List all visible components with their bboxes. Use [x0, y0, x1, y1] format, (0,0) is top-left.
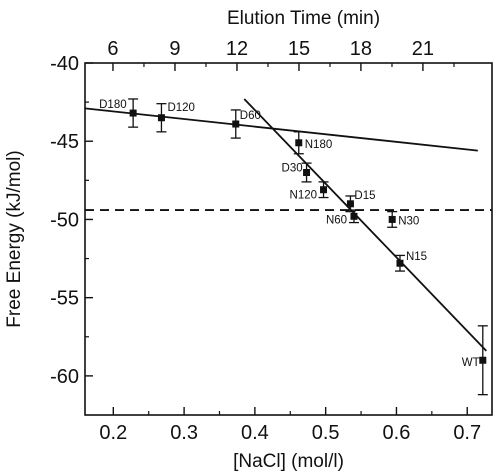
point-label: N60 — [326, 214, 347, 226]
fit-line — [84, 107, 478, 152]
x-tick-label: 0.5 — [312, 422, 340, 444]
y-tick-label: -60 — [50, 366, 79, 388]
plot-area — [84, 62, 493, 416]
data-point — [295, 139, 303, 147]
point-label: D120 — [167, 102, 195, 114]
x-tick-label: 0.4 — [241, 422, 269, 444]
top-tick-label: 18 — [350, 38, 372, 60]
top-tick-label: 21 — [412, 38, 434, 60]
y-tick-label: -55 — [50, 288, 79, 310]
y-tick-label: -50 — [50, 209, 79, 231]
point-label: N120 — [290, 190, 318, 202]
point-label: N180 — [305, 139, 333, 151]
y-tick-label: -40 — [50, 53, 79, 75]
data-point — [479, 356, 487, 364]
x-tick-label: 0.7 — [453, 422, 481, 444]
x-tick-label: 0.6 — [383, 422, 411, 444]
point-label: D60 — [240, 110, 261, 122]
point-label: N30 — [398, 215, 419, 227]
x-tick-label: 0.2 — [99, 422, 127, 444]
data-point — [129, 109, 137, 117]
fit-line — [243, 98, 487, 352]
data-point — [232, 120, 240, 128]
data-point — [320, 186, 328, 194]
point-label: WT — [462, 357, 480, 369]
y-axis-title: Free Energy (kJ/mol) — [4, 150, 25, 327]
top-tick-label: 15 — [288, 38, 310, 60]
axis-ticks — [85, 62, 468, 415]
data-point — [350, 212, 358, 220]
x-tick-label: 0.3 — [170, 422, 198, 444]
point-label: D15 — [354, 190, 375, 202]
top-tick-label: 6 — [107, 38, 118, 60]
plot-frame — [84, 62, 493, 416]
data-point — [388, 215, 396, 223]
data-point — [303, 169, 311, 177]
data-point — [157, 114, 165, 122]
top-axis-title: Elution Time (min) — [227, 8, 380, 29]
point-label: D180 — [99, 99, 127, 111]
top-tick-label: 12 — [226, 38, 248, 60]
y-tick-label: -45 — [50, 131, 79, 153]
tick-labels: 0.2 0.3 0.4 0.5 0.6 0.7 6 9 12 15 18 21 -40 -45 -50 -55… — [50, 38, 481, 444]
point-label: D30 — [282, 163, 303, 175]
top-tick-label: 9 — [169, 38, 180, 60]
data-point — [396, 259, 404, 267]
data-point — [346, 200, 354, 208]
x-axis-title: [NaCl] (mol/l) — [233, 451, 344, 472]
point-label: N15 — [406, 251, 427, 263]
